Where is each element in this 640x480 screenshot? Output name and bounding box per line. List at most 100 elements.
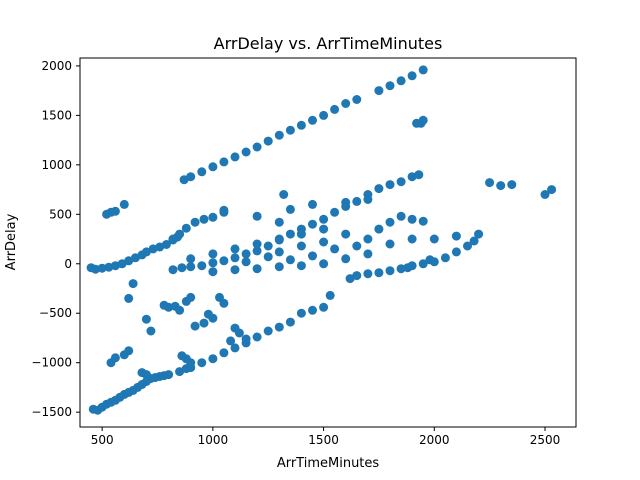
data-point [363, 269, 373, 279]
data-point [186, 292, 196, 302]
data-point [407, 214, 417, 224]
data-point [197, 261, 207, 271]
data-point [241, 334, 251, 344]
x-tick-label: 1500 [308, 433, 339, 447]
data-point [308, 115, 317, 125]
data-point [208, 249, 218, 259]
data-point [141, 370, 151, 380]
data-point [396, 211, 406, 221]
data-point [469, 236, 479, 246]
y-axis-label: ArrDelay [4, 213, 19, 270]
x-tick-label: 1000 [198, 433, 229, 447]
data-point [219, 157, 229, 167]
data-point [208, 212, 218, 222]
data-point [252, 246, 262, 256]
y-tick-label: 500 [49, 207, 72, 221]
data-point [263, 241, 273, 251]
data-point [507, 180, 517, 190]
data-point [190, 217, 200, 227]
data-point [352, 95, 362, 104]
data-point [219, 256, 229, 266]
data-point [190, 321, 200, 331]
data-point [175, 305, 185, 315]
data-point [403, 263, 413, 273]
x-axis-label: ArrTimeMinutes [277, 456, 380, 471]
y-tick-label: 0 [64, 257, 72, 271]
data-point [407, 234, 417, 244]
y-tick-label: −500 [39, 306, 72, 320]
data-point [124, 346, 134, 356]
data-point [274, 217, 284, 227]
data-point [230, 244, 240, 254]
data-point [474, 229, 484, 239]
data-point [252, 142, 262, 152]
data-point [285, 317, 295, 327]
data-points [86, 65, 557, 415]
data-point [141, 314, 151, 324]
data-point [451, 231, 461, 241]
data-point [128, 279, 138, 289]
data-point [168, 265, 178, 275]
data-point [252, 211, 262, 221]
data-point [496, 181, 506, 191]
data-point [168, 234, 178, 244]
data-point [330, 104, 340, 114]
data-point [199, 214, 209, 224]
data-point [97, 263, 107, 273]
chart-title: ArrDelay vs. ArrTimeMinutes [214, 34, 443, 53]
data-point [161, 240, 171, 249]
data-point [219, 348, 229, 358]
data-point [352, 241, 362, 251]
data-point [230, 265, 240, 275]
data-point [429, 234, 439, 244]
y-tick-label: 1000 [41, 158, 72, 172]
data-point [451, 247, 461, 257]
data-point [325, 290, 335, 300]
data-point [385, 239, 395, 249]
data-point [208, 258, 218, 268]
data-point [319, 259, 329, 269]
data-point [181, 223, 191, 233]
data-point [124, 256, 134, 266]
data-point [186, 172, 196, 182]
x-tick-label: 2500 [530, 433, 561, 447]
data-point [418, 65, 428, 75]
data-point [208, 267, 218, 277]
data-point [319, 237, 329, 247]
data-point [274, 322, 284, 332]
data-point [396, 264, 406, 274]
data-point [285, 255, 295, 265]
data-point [363, 249, 373, 259]
data-point [274, 247, 284, 257]
data-point [319, 214, 329, 224]
x-tick-label: 2000 [419, 433, 450, 447]
data-point [274, 234, 284, 244]
data-point [164, 302, 174, 312]
data-point [175, 229, 185, 239]
data-point [330, 244, 340, 254]
data-point [177, 263, 187, 273]
data-point [186, 358, 196, 368]
data-point [374, 86, 384, 96]
data-point [363, 195, 373, 204]
data-point [197, 358, 207, 368]
data-point [396, 76, 406, 86]
data-point [241, 257, 251, 267]
data-point [363, 234, 373, 244]
data-point [319, 302, 329, 312]
data-point [252, 264, 262, 274]
data-point [308, 305, 317, 315]
data-point [352, 271, 362, 281]
data-point [341, 229, 351, 239]
data-point [414, 170, 424, 180]
data-point [208, 313, 218, 323]
data-point [341, 254, 351, 264]
y-tick-label: 1500 [41, 108, 72, 122]
data-point [119, 199, 129, 209]
y-axis-ticks: −1500 −1000 −500 0 500 1000 1500 2000 [31, 59, 80, 419]
data-point [296, 308, 306, 318]
data-point [345, 274, 355, 284]
data-point [330, 207, 340, 217]
data-point [485, 178, 495, 188]
x-axis-ticks: 500 1000 1500 2000 2500 [91, 427, 561, 447]
